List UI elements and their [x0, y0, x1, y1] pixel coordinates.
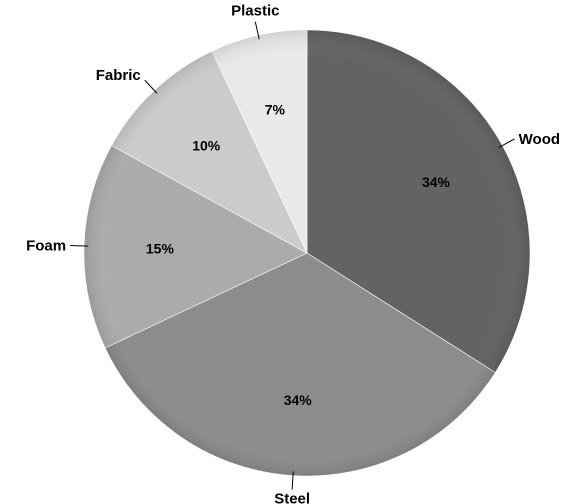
percent-labels: 34% 34% 15% 10% 7%	[146, 101, 451, 408]
category-label-wood: Wood	[519, 131, 560, 148]
leader-line-steel	[291, 471, 294, 490]
category-labels: Wood Steel Foam Fabric Plastic	[26, 3, 560, 504]
category-label-plastic: Plastic	[231, 3, 279, 20]
category-label-foam: Foam	[26, 238, 66, 255]
percent-label-fabric: 10%	[192, 138, 221, 154]
category-label-fabric: Fabric	[96, 67, 141, 84]
leader-lines	[70, 21, 515, 490]
category-label-steel: Steel	[274, 491, 310, 504]
leader-line-plastic	[254, 21, 260, 40]
percent-label-plastic: 7%	[265, 101, 286, 117]
leader-line-wood	[498, 138, 515, 148]
percent-label-steel: 34%	[284, 392, 313, 408]
percent-label-wood: 34%	[422, 174, 451, 190]
leader-line-foam	[70, 245, 89, 247]
percent-label-foam: 15%	[146, 240, 175, 256]
leader-line-fabric	[144, 79, 158, 94]
